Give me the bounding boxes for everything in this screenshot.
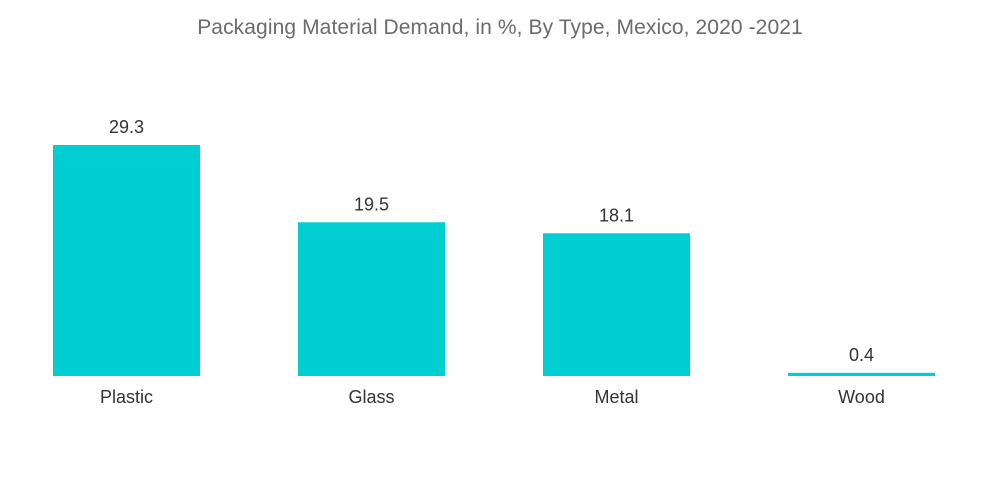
category-label-wood: Wood xyxy=(838,387,885,407)
value-label-metal: 18.1 xyxy=(599,205,634,225)
value-label-glass: 19.5 xyxy=(354,194,389,214)
category-label-metal: Metal xyxy=(594,387,638,407)
bars-layer xyxy=(53,145,935,376)
value-label-wood: 0.4 xyxy=(849,345,874,365)
value-label-plastic: 29.3 xyxy=(109,117,144,137)
bar-plastic xyxy=(53,145,200,376)
category-label-plastic: Plastic xyxy=(100,387,153,407)
bar-metal xyxy=(543,233,690,376)
category-label-glass: Glass xyxy=(348,387,394,407)
bar-glass xyxy=(298,222,445,376)
bar-wood xyxy=(788,372,935,376)
chart-title: Packaging Material Demand, in %, By Type… xyxy=(197,16,803,39)
labels-layer: 29.3 Plastic 19.5 Glass 18.1 Metal 0.4 Wood xyxy=(100,117,885,407)
